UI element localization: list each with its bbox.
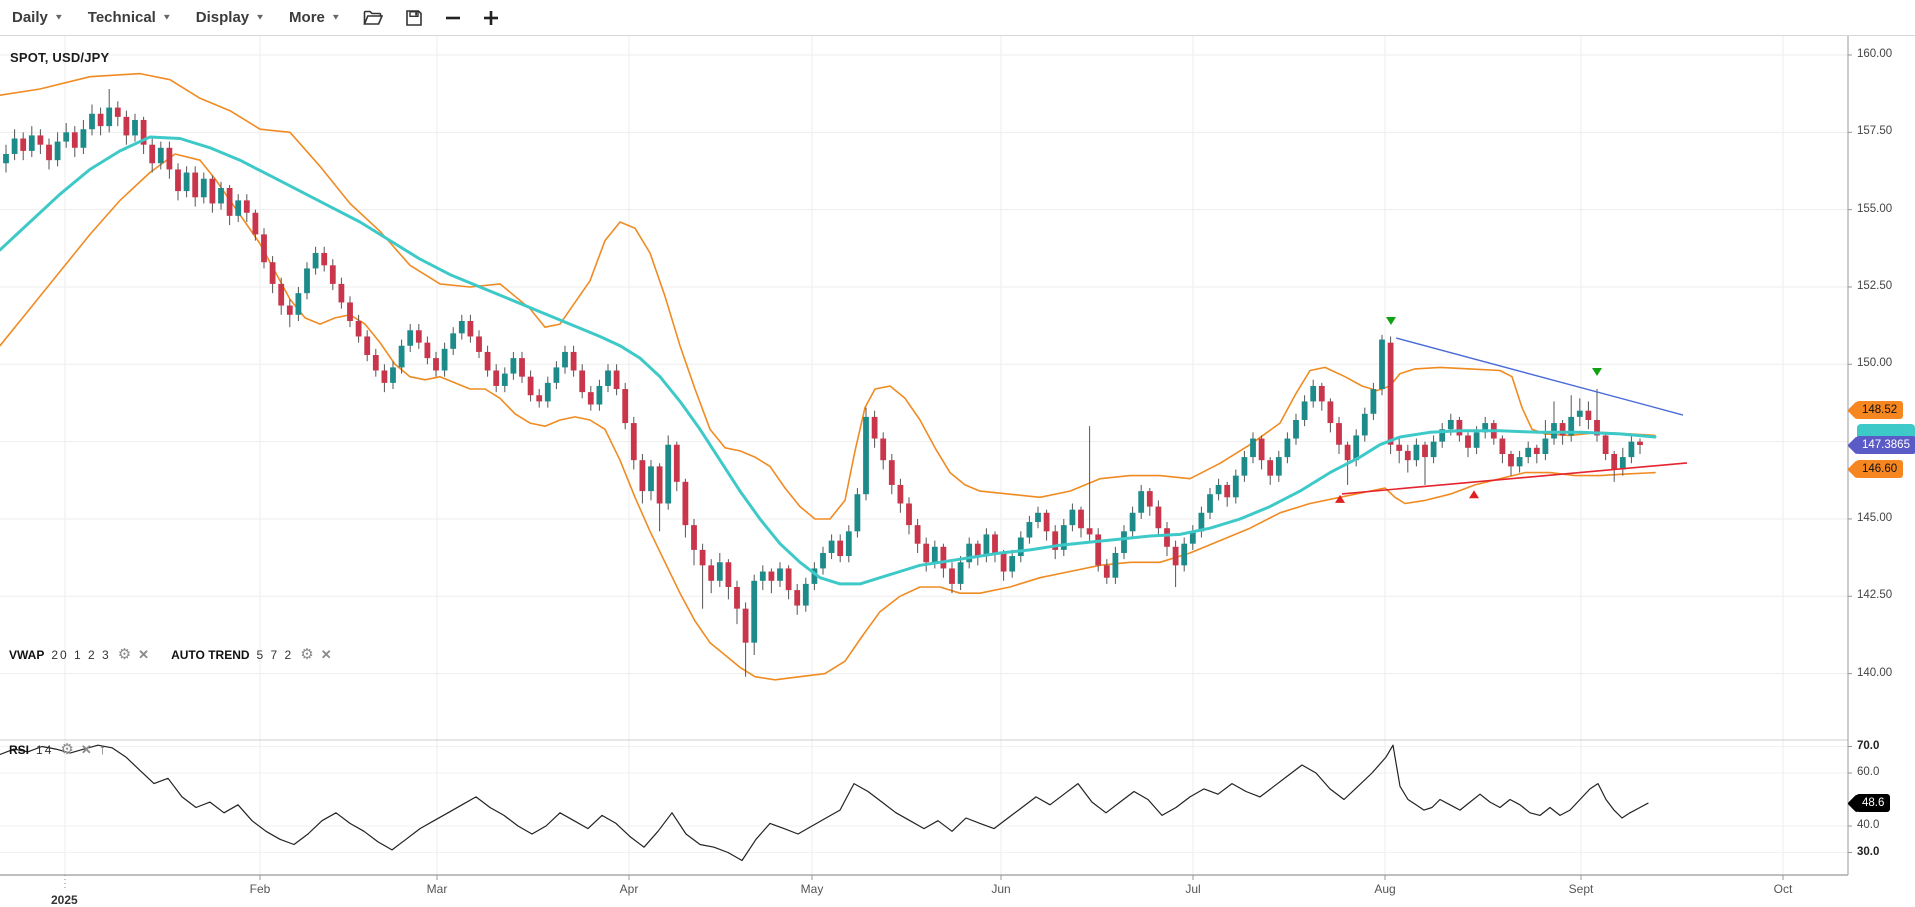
chevron-down-icon: ▼ [161, 13, 172, 22]
menu-technical-label: Technical [87, 9, 156, 26]
month-label: Aug [1374, 882, 1396, 896]
price-axis-label: 157.50 [1857, 125, 1893, 138]
gear-icon[interactable]: ⚙ [300, 646, 314, 663]
support-price-tag: 146.60 [1856, 460, 1904, 479]
autotrend-legend-params: 5 7 2 [256, 647, 294, 662]
menu-display-label: Display [195, 9, 250, 26]
open-folder-icon [363, 10, 383, 25]
symbol-label: SPOT, USD/JPY [10, 50, 110, 65]
price-axis-label: 145.00 [1857, 511, 1893, 524]
menu-more[interactable]: More ▼ [289, 9, 341, 26]
plus-icon [483, 10, 498, 25]
rsi-axis-label: 70.0 [1857, 739, 1880, 752]
rsi-axis-label: 30.0 [1857, 845, 1880, 858]
rsi-legend-name: RSI [9, 742, 30, 757]
menu-technical[interactable]: Technical ▼ [88, 9, 172, 26]
minus-icon [445, 16, 460, 19]
open-folder-button[interactable] [363, 9, 383, 27]
rsi-legend-params: 14 [36, 742, 54, 757]
close-icon[interactable]: ✕ [80, 742, 92, 757]
month-label: May [800, 882, 824, 896]
zoom-in-button[interactable] [483, 10, 499, 26]
menu-periodicity-label: Daily [12, 9, 48, 26]
month-label: Sept [1568, 882, 1594, 896]
rsi-legend: RSI 14 ⚙ ✕ ↑ [9, 742, 106, 757]
vwap-legend-name: VWAP [9, 647, 45, 662]
price-axis-label: 142.50 [1857, 589, 1893, 602]
chevron-down-icon: ▼ [53, 13, 64, 22]
last-price-tag: 147.3865 [1856, 436, 1915, 455]
rsi-value-tag: 48.6 [1856, 794, 1891, 813]
rsi-axis-label: 60.0 [1857, 766, 1880, 778]
vwap-legend-params: 20 1 2 3 [51, 647, 111, 662]
panel-up-arrow-icon[interactable]: ↑ [98, 741, 107, 758]
price-axis-label: 160.00 [1857, 48, 1893, 60]
autotrend-legend-name: AUTO TREND [171, 647, 250, 662]
year-label: 2025 [51, 893, 78, 907]
month-label: Oct [1773, 882, 1793, 896]
zoom-out-button[interactable] [445, 10, 461, 26]
price-axis-label: 155.00 [1857, 202, 1893, 215]
close-icon[interactable]: ✕ [138, 647, 150, 662]
toolbar: Daily ▼ Technical ▼ Display ▼ More ▼ [0, 0, 1915, 36]
resistance-price-tag: 148.52 [1856, 401, 1904, 420]
price-axis-label: 140.00 [1857, 666, 1893, 679]
vwap-legend: VWAP 20 1 2 3 ⚙ ✕ AUTO TREND 5 7 2 ⚙ ✕ [9, 647, 332, 662]
month-label: Jul [1185, 882, 1201, 896]
gear-icon[interactable]: ⚙ [117, 646, 132, 663]
save-button[interactable] [405, 9, 423, 27]
price-axis-label: 152.50 [1857, 279, 1893, 292]
month-label: Mar [426, 882, 448, 896]
save-icon [405, 9, 422, 26]
chevron-down-icon: ▼ [330, 13, 341, 22]
month-label: Feb [249, 882, 271, 896]
month-label: Apr [619, 882, 639, 896]
price-axis-label: 150.00 [1857, 357, 1893, 370]
menu-periodicity[interactable]: Daily ▼ [12, 9, 64, 26]
menu-display[interactable]: Display ▼ [196, 9, 265, 26]
chevron-down-icon: ▼ [255, 13, 266, 22]
month-label: Jun [991, 882, 1011, 896]
gear-icon[interactable]: ⚙ [60, 741, 74, 758]
close-icon[interactable]: ✕ [320, 647, 332, 662]
menu-more-label: More [289, 9, 325, 26]
rsi-axis-label: 40.0 [1857, 819, 1880, 831]
